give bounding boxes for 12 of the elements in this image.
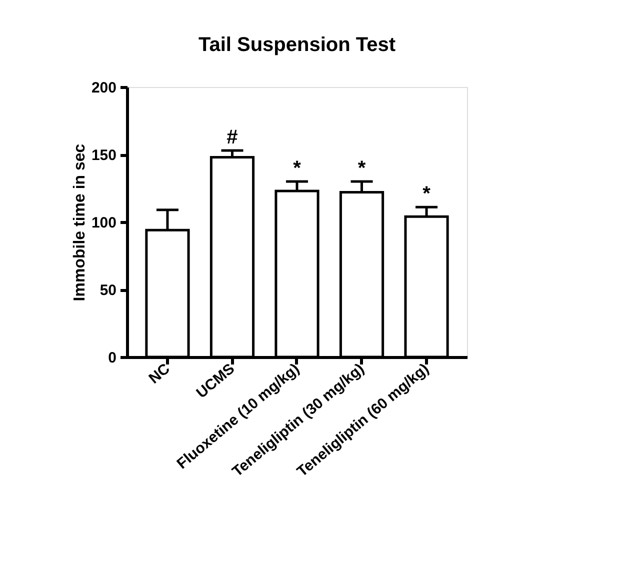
y-axis-title: Immobile time in sec	[71, 144, 88, 302]
y-tick-label: 200	[91, 80, 116, 96]
annotation: *	[358, 158, 366, 180]
y-tick-label: 50	[100, 282, 116, 299]
annotation: *	[422, 183, 431, 206]
chart-title: Tail Suspension Test	[198, 34, 396, 56]
annotation: *	[293, 158, 302, 180]
annotation: #	[226, 126, 238, 148]
y-tick-label: 0	[108, 350, 116, 366]
x-tick-label: NC	[146, 360, 174, 388]
y-tick-label: 150	[91, 147, 116, 164]
y-tick-label: 100	[91, 214, 116, 232]
